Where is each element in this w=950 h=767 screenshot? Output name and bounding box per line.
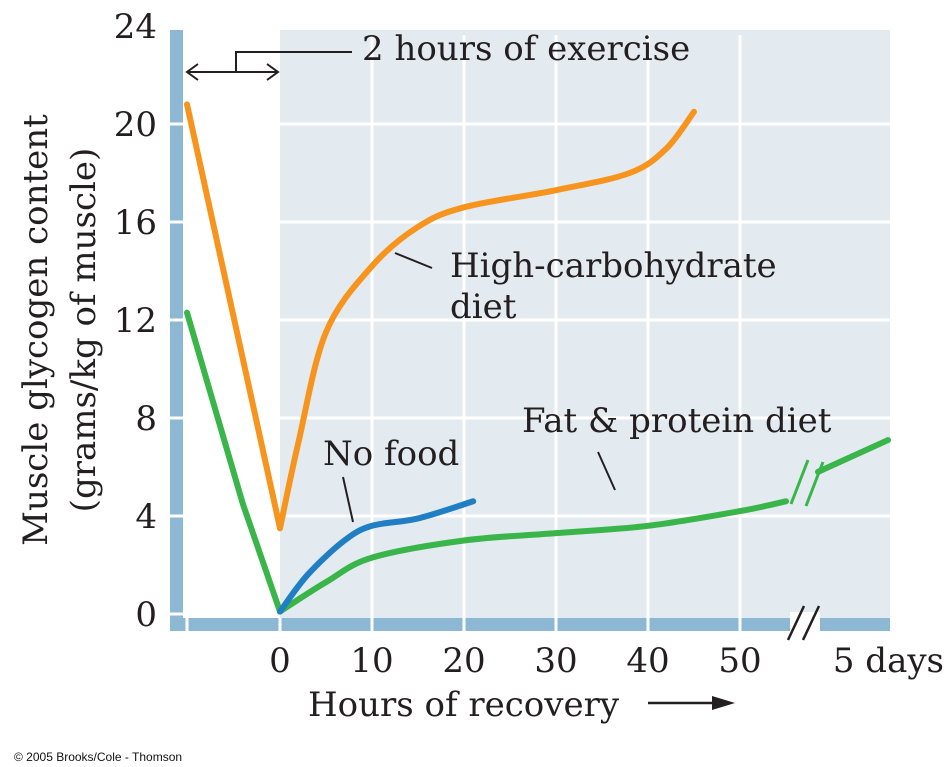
- y-tick-label-12: 12: [114, 301, 157, 341]
- axis-break-mark: [801, 605, 821, 641]
- exercise-annotation: 2 hours of exercise: [362, 29, 690, 69]
- series-fat-protein-diet-exercise-line: [184, 309, 283, 615]
- series-break-mark: [804, 461, 825, 507]
- y-axis-label-line-1: Muscle glycogen content: [16, 114, 56, 546]
- x-tick-label-40: 40: [626, 641, 669, 681]
- series-layer: [184, 101, 891, 615]
- exercise-annotation-leader: [235, 51, 352, 72]
- x-tick-label-10: 10: [350, 641, 393, 681]
- series-high-carbohydrate-diet-line: [277, 108, 697, 532]
- y-tick-label-4: 4: [135, 497, 157, 537]
- series-label-fat-protein-diet: Fat & protein diet: [522, 401, 832, 441]
- y-tick-label-0: 0: [135, 595, 157, 635]
- y-tick-label-24: 24: [114, 7, 157, 47]
- axis-break-mark: [786, 605, 806, 641]
- y-axis-bar: [170, 30, 183, 630]
- copyright-text: © 2005 Brooks/Cole - Thomson: [14, 750, 183, 764]
- tick-marks: [170, 24, 742, 631]
- x-tick-label-0: 0: [269, 641, 291, 681]
- x-tick-label-20: 20: [442, 641, 485, 681]
- series-no-food-line: [277, 498, 477, 615]
- x-axis-bar: [170, 618, 890, 631]
- x-axis-arrowhead: [712, 696, 735, 710]
- series-label-high-carbohydrate-diet: diet: [450, 287, 517, 327]
- x-tick-label-30: 30: [534, 641, 577, 681]
- plot-background-recovery: [280, 30, 890, 618]
- series-label-high-carbohydrate-diet: High-carbohydrate: [450, 246, 777, 286]
- series-break-mark: [789, 459, 810, 505]
- y-tick-label-20: 20: [114, 105, 157, 145]
- grid-lines: [280, 24, 890, 618]
- x-axis-label: Hours of recovery: [308, 685, 620, 725]
- series-fat-protein-diet-after-break-line: [815, 437, 891, 475]
- series-leader-high-carbohydrate-diet: [394, 252, 433, 269]
- y-axis-label-line-2: (grams/kg of muscle): [64, 148, 104, 513]
- series-label-no-food: No food: [323, 434, 459, 474]
- series-leader-fat-protein-diet: [597, 451, 616, 491]
- plot-background-exercise: [183, 30, 280, 618]
- arrowhead-left: [185, 63, 199, 81]
- arrowhead-right: [266, 63, 280, 81]
- y-tick-label-16: 16: [114, 203, 157, 243]
- series-high-carbohydrate-diet-exercise-line: [184, 101, 283, 532]
- tick-labels: 0 4 8 12 16 20 24 0 10 20 30 40 50 5 days: [114, 7, 944, 681]
- x-tick-label-break: 5 days: [833, 641, 944, 681]
- series-fat-protein-diet-line: [277, 498, 789, 615]
- y-tick-label-8: 8: [135, 399, 157, 439]
- series-leader-no-food: [342, 476, 354, 523]
- x-tick-label-50: 50: [718, 641, 761, 681]
